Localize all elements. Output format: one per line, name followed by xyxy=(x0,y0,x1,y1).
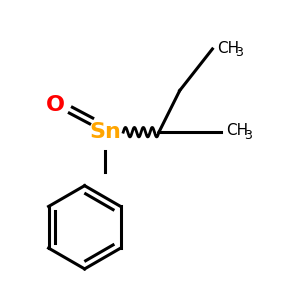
Text: CH: CH xyxy=(226,123,248,138)
Text: Sn: Sn xyxy=(89,122,122,142)
Text: 3: 3 xyxy=(235,46,243,59)
Text: 3: 3 xyxy=(244,129,251,142)
Text: CH: CH xyxy=(217,41,239,56)
Text: O: O xyxy=(45,95,64,116)
